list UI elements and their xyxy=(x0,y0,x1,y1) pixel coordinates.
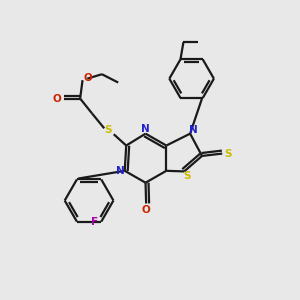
Text: N: N xyxy=(141,124,150,134)
Text: O: O xyxy=(53,94,62,103)
Text: S: S xyxy=(224,148,232,159)
Text: N: N xyxy=(116,166,125,176)
Text: O: O xyxy=(142,205,151,215)
Text: F: F xyxy=(91,217,98,226)
Text: N: N xyxy=(189,125,198,135)
Text: O: O xyxy=(83,73,92,83)
Text: S: S xyxy=(183,171,191,181)
Text: S: S xyxy=(105,125,112,135)
